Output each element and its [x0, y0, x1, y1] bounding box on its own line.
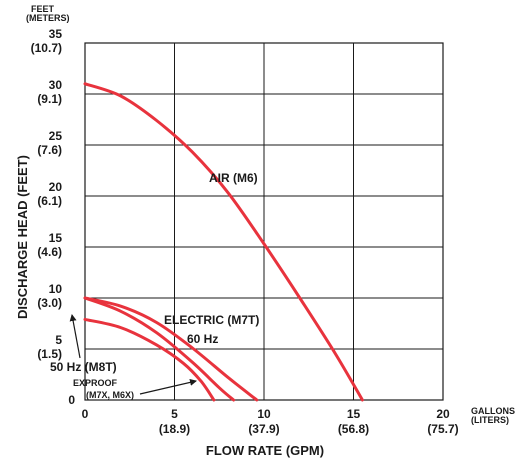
y-tick-label-5: 25: [49, 129, 63, 143]
label-leaders: [69, 314, 197, 395]
y-tick-label-3: 15: [49, 231, 63, 245]
series-lines: [83, 82, 364, 402]
tick-labels: 0 5(18.9)10(37.9)15(56.8)20(75.7)05(1.5)1…: [31, 27, 459, 436]
leader-exproof: [139, 378, 197, 395]
series-line-1: [83, 296, 259, 402]
series-line-0: [83, 82, 364, 402]
series-line-3: [83, 317, 216, 402]
y-unit-label-meters: (METERS): [26, 13, 70, 23]
x-tick-label-1: 5: [171, 407, 178, 421]
label-air-m6: AIR (M6): [209, 171, 258, 185]
y-tick-label-1: 5: [55, 333, 62, 347]
y-unit-label-feet: FEET: [31, 4, 55, 14]
x-tick-label-4: 20: [436, 407, 450, 421]
x-tick-label-3: 15: [347, 407, 361, 421]
label-electric-m7t: ELECTRIC (M7T): [164, 313, 259, 327]
label-50hz-m8t: 50 Hz (M8T): [50, 360, 117, 374]
y-tick-label-4: 20: [49, 180, 63, 194]
y-tick-label-0: 0: [68, 393, 75, 407]
x-unit-label-gallons: GALLONS: [471, 406, 515, 416]
x-axis-title: FLOW RATE (GPM): [206, 443, 324, 458]
leader-50hz: [69, 314, 81, 359]
y-tick-label-6: 30: [49, 78, 63, 92]
y-tick-sublabel-5: (7.6): [37, 143, 62, 157]
y-tick-sublabel-6: (9.1): [37, 92, 62, 106]
y-tick-sublabel-7: (10.7): [31, 41, 62, 55]
y-tick-sublabel-3: (4.6): [37, 245, 62, 259]
x-tick-label-0: 0: [82, 407, 89, 421]
x-tick-sublabel-3: (56.8): [338, 422, 369, 436]
label-60hz: 60 Hz: [187, 332, 218, 346]
x-tick-sublabel-4: (75.7): [427, 422, 458, 436]
x-unit-label-liters: (LITERS): [471, 415, 509, 425]
grid: [84, 42, 444, 401]
x-tick-sublabel-2: (37.9): [248, 422, 279, 436]
label-exproof: EXPROOF: [73, 378, 118, 388]
y-tick-label-7: 35: [49, 27, 63, 41]
y-tick-sublabel-4: (6.1): [37, 194, 62, 208]
series-line-2: [83, 296, 236, 402]
y-tick-sublabel-2: (3.0): [37, 296, 62, 310]
y-tick-sublabel-1: (1.5): [37, 347, 62, 361]
x-tick-sublabel-1: (18.9): [159, 422, 190, 436]
label-m7x-m6x: (M7X, M6X): [86, 390, 134, 400]
y-axis-title: DISCHARGE HEAD (FEET): [15, 155, 30, 319]
y-tick-label-2: 10: [49, 282, 63, 296]
x-tick-label-2: 10: [257, 407, 271, 421]
